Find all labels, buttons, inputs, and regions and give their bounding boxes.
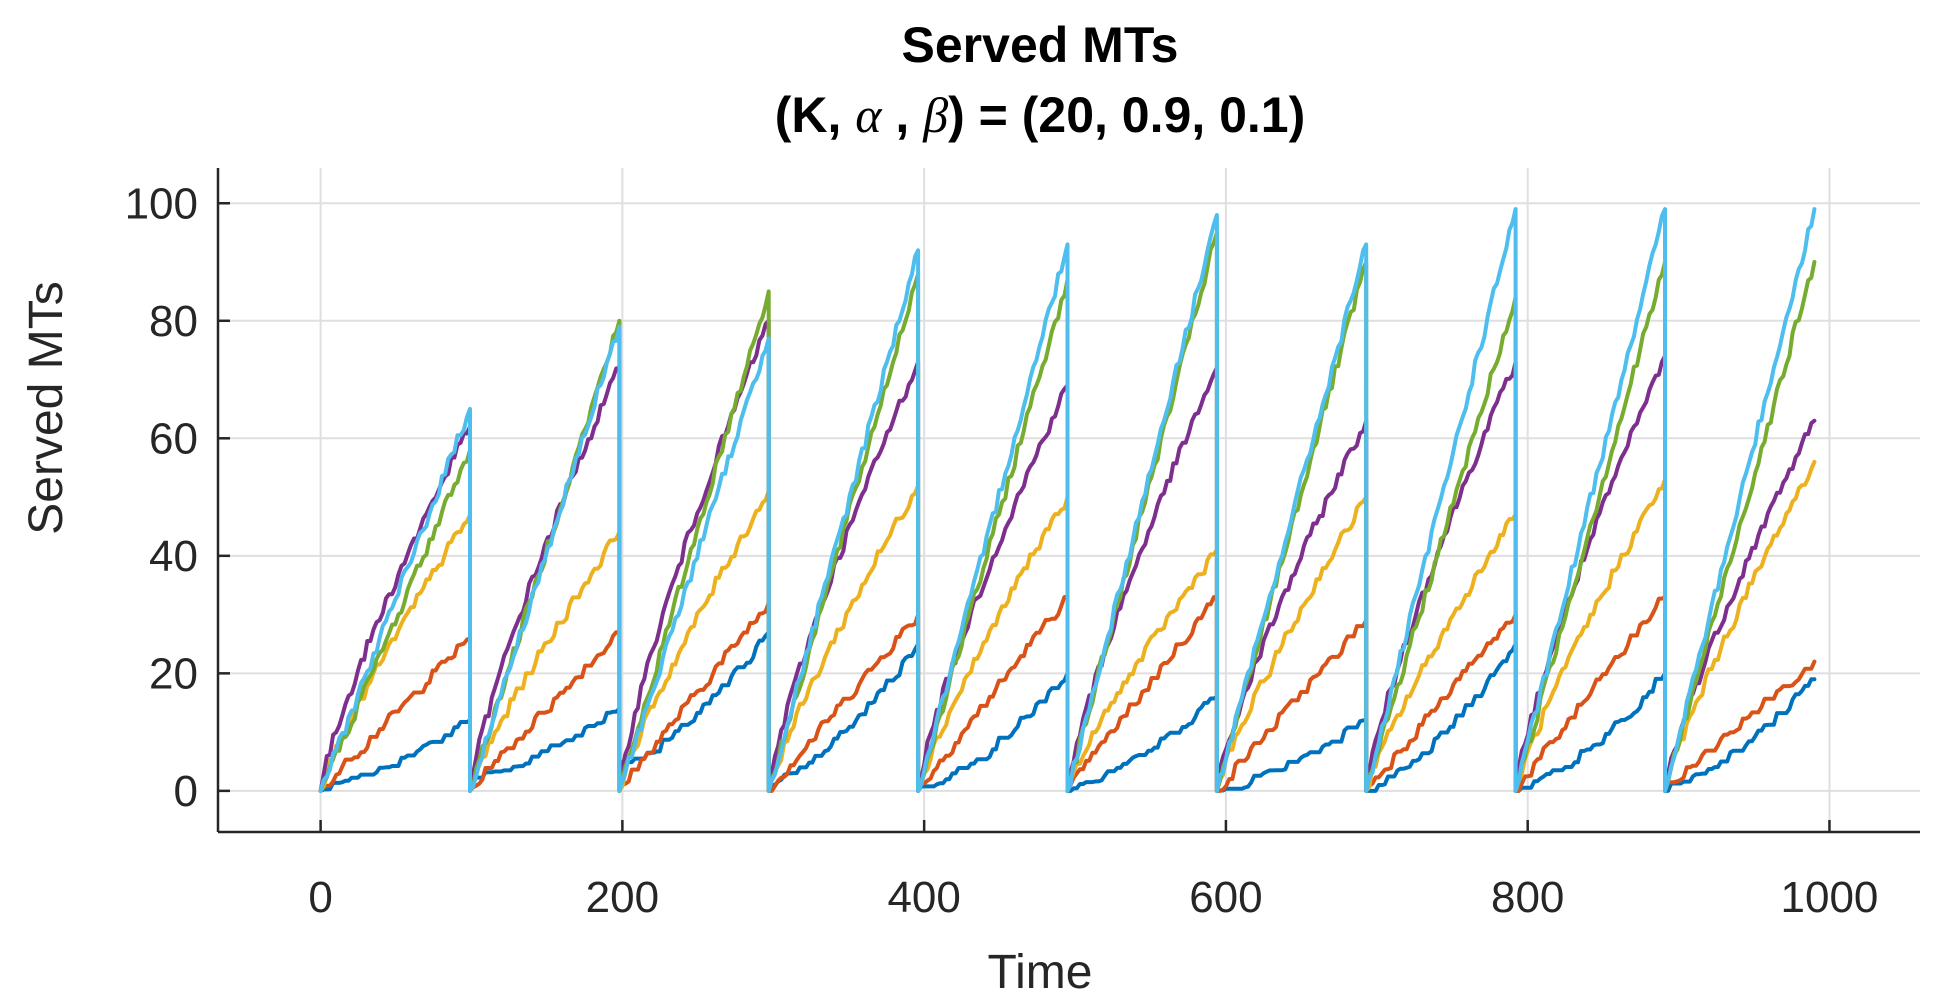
y-tick-label: 60 — [149, 414, 198, 463]
x-tick-label: 200 — [586, 873, 659, 922]
y-tick-label: 0 — [174, 767, 198, 816]
x-tick-label: 600 — [1189, 873, 1262, 922]
x-tick-label: 1000 — [1781, 873, 1879, 922]
y-tick-label: 100 — [125, 179, 198, 228]
chart-title: Served MTs (K, α , β) = (20, 0.9, 0.1) — [775, 17, 1306, 143]
title-alpha-symbol: α — [855, 87, 883, 143]
x-tick-label: 0 — [308, 873, 332, 922]
title-params-prefix: (K, — [775, 87, 856, 143]
x-axis-label: Time — [988, 946, 1093, 999]
chart-title-line2: (K, α , β) = (20, 0.9, 0.1) — [775, 87, 1306, 143]
title-params-sep: , — [882, 87, 924, 143]
x-tick-label: 800 — [1491, 873, 1564, 922]
chart-title-line1: Served MTs — [902, 17, 1179, 73]
title-beta-symbol: β — [922, 87, 948, 143]
y-tick-label: 40 — [149, 532, 198, 581]
axes — [216, 168, 1920, 834]
tick-labels: 0 200 400 600 800 1000 0 20 40 60 80 100 — [125, 179, 1879, 922]
x-tick-label: 400 — [887, 873, 960, 922]
y-axis-label: Served MTs — [20, 281, 73, 534]
title-params-values: ) = (20, 0.9, 0.1) — [948, 87, 1305, 143]
y-tick-label: 80 — [149, 297, 198, 346]
data-series — [318, 207, 1817, 793]
y-tick-label: 20 — [149, 649, 198, 698]
series-6-line — [318, 207, 1817, 793]
